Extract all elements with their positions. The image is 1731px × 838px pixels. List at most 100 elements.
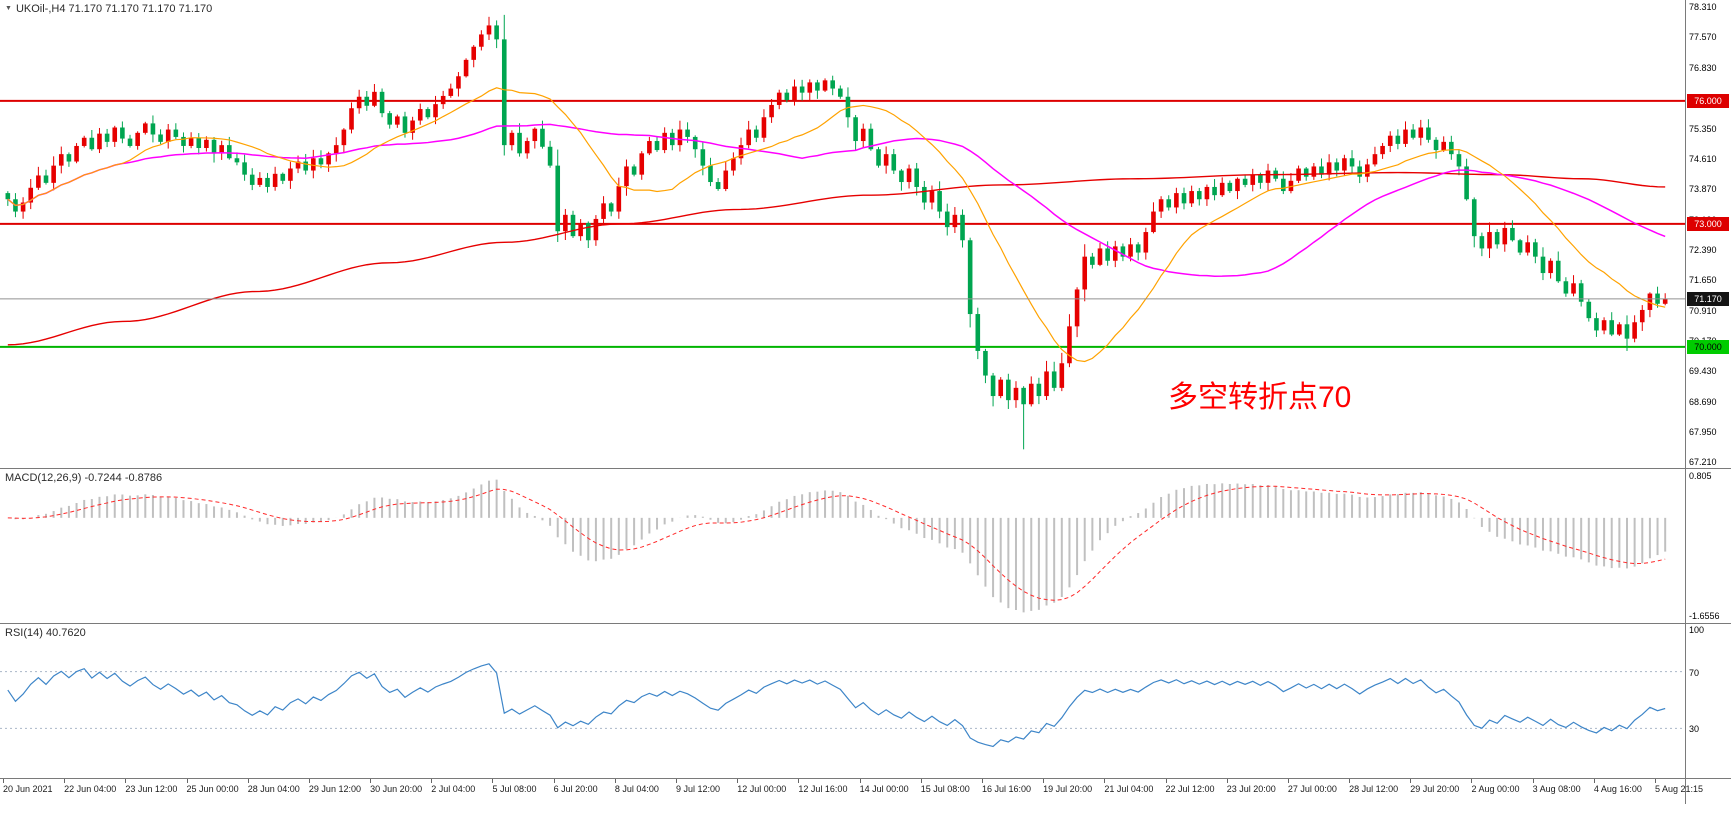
price-tick-label: 70.910 xyxy=(1689,305,1717,316)
time-axis-label: 15 Jul 08:00 xyxy=(920,784,970,794)
price-tick-label: 68.690 xyxy=(1689,396,1717,407)
time-tick-mark xyxy=(370,779,372,783)
time-axis-label: 9 Jul 12:00 xyxy=(676,784,721,794)
time-tick-mark xyxy=(676,779,678,783)
time-axis-label: 27 Jul 00:00 xyxy=(1287,784,1337,794)
time-tick-mark xyxy=(3,779,4,783)
price-tick-label: 73.870 xyxy=(1689,184,1717,195)
macd-min-label: -1.6556 xyxy=(1689,611,1720,621)
price-tick-label: 67.950 xyxy=(1689,426,1717,437)
ma-slow-line xyxy=(7,171,1666,346)
hline-layer[interactable] xyxy=(0,99,1685,348)
time-axis-label: 2 Jul 04:00 xyxy=(431,784,476,794)
price-tick-label: 77.570 xyxy=(1689,32,1717,43)
time-tick-mark xyxy=(737,779,739,783)
rsi-tick-label: 30 xyxy=(1689,724,1700,735)
time-axis-label: 3 Aug 08:00 xyxy=(1532,784,1581,794)
time-axis-label: 12 Jul 00:00 xyxy=(737,784,787,794)
time-tick-mark xyxy=(1226,779,1228,783)
collapse-arrow-icon: ▼ xyxy=(5,5,12,12)
macd-signal-line xyxy=(7,485,1666,601)
time-axis-label: 12 Jul 16:00 xyxy=(798,784,848,794)
annotation-text: 多空转折点70 xyxy=(1168,381,1352,414)
time-tick-mark xyxy=(1471,779,1473,783)
price-tick-label: 69.430 xyxy=(1689,366,1717,377)
time-axis-label: 16 Jul 16:00 xyxy=(981,784,1031,794)
price-line-badge: 70.000 xyxy=(1687,339,1729,354)
time-axis-label: 25 Jun 00:00 xyxy=(186,784,239,794)
macd-max-label: 0.805 xyxy=(1689,471,1712,481)
time-axis-label: 28 Jul 12:00 xyxy=(1349,784,1399,794)
price-line-badge: 76.000 xyxy=(1687,93,1729,108)
price-tick-label: 76.830 xyxy=(1689,62,1717,73)
candles-layer xyxy=(5,14,1668,450)
rsi-tick-label: 70 xyxy=(1689,667,1700,678)
time-axis-label: 29 Jul 20:00 xyxy=(1410,784,1460,794)
time-tick-mark xyxy=(1410,779,1412,783)
rsi-chart-canvas[interactable] xyxy=(0,624,1685,778)
time-tick-mark xyxy=(125,779,127,783)
time-axis-label: 5 Jul 08:00 xyxy=(492,784,537,794)
time-axis-label: 29 Jun 12:00 xyxy=(308,784,361,794)
time-axis-label: 22 Jul 12:00 xyxy=(1165,784,1215,794)
price-axis-separator xyxy=(1685,0,1686,804)
time-tick-mark xyxy=(492,779,494,783)
symbol-ohlc-text: UKOil-,H4 71.170 71.170 71.170 71.170 xyxy=(15,3,213,15)
price-tick-label: 74.610 xyxy=(1689,153,1717,164)
time-axis[interactable]: 20 Jun 2021 22 Jun 04:00 23 Jun 12:00 25 Ju… xyxy=(0,778,1731,805)
time-axis-label: 2 Aug 00:00 xyxy=(1471,784,1520,794)
time-tick-mark xyxy=(1349,779,1351,783)
macd-histogram xyxy=(14,479,1667,613)
time-tick-mark xyxy=(614,779,616,783)
time-axis-label: 20 Jun 2021 xyxy=(3,784,53,794)
price-tick-label: 75.350 xyxy=(1689,123,1717,134)
chart-symbol-header: ▼ UKOil-,H4 71.170 71.170 71.170 71.170 xyxy=(5,3,212,15)
time-axis-label: 30 Jun 20:00 xyxy=(370,784,423,794)
price-line-badge: 73.000 xyxy=(1687,216,1729,231)
time-tick-mark xyxy=(798,779,800,783)
time-tick-mark xyxy=(1165,779,1167,783)
time-axis-label: 21 Jul 04:00 xyxy=(1104,784,1154,794)
price-tick-label: 72.390 xyxy=(1689,244,1717,255)
time-tick-mark xyxy=(431,779,433,783)
price-line-badge: 71.170 xyxy=(1687,291,1729,306)
moving-averages-layer xyxy=(7,87,1666,363)
time-tick-mark xyxy=(981,779,983,783)
time-axis-label: 22 Jun 04:00 xyxy=(64,784,117,794)
price-tick-label: 67.210 xyxy=(1689,457,1717,468)
rsi-header: RSI(14) 40.7620 xyxy=(5,627,86,639)
time-tick-mark xyxy=(1043,779,1045,783)
price-tick-label: 71.650 xyxy=(1689,275,1717,286)
macd-header: MACD(12,26,9) -0.7244 -0.8786 xyxy=(5,472,163,484)
ma-fast-line xyxy=(7,87,1666,363)
time-axis-label: 4 Aug 16:00 xyxy=(1593,784,1642,794)
time-tick-mark xyxy=(1287,779,1289,783)
macd-chart-canvas[interactable] xyxy=(0,469,1685,623)
time-tick-mark xyxy=(1104,779,1106,783)
time-axis-label: 28 Jun 04:00 xyxy=(247,784,300,794)
time-tick-mark xyxy=(64,779,66,783)
time-tick-mark xyxy=(247,779,249,783)
price-panel: ▼ UKOil-,H4 71.170 71.170 71.170 71.170 多… xyxy=(0,0,1731,469)
price-chart-canvas[interactable] xyxy=(0,0,1685,468)
time-tick-mark xyxy=(553,779,555,783)
time-tick-mark xyxy=(1532,779,1534,783)
time-axis-label: 5 Aug 21:15 xyxy=(1655,784,1704,794)
time-axis-label: 23 Jul 20:00 xyxy=(1226,784,1276,794)
rsi-tick-label: 100 xyxy=(1689,625,1705,635)
time-tick-mark xyxy=(859,779,861,783)
time-tick-mark xyxy=(1593,779,1595,783)
ma-mid-line xyxy=(7,123,1666,278)
price-tick-label: 78.310 xyxy=(1689,2,1717,13)
time-tick-mark xyxy=(186,779,188,783)
time-tick-mark xyxy=(308,779,310,783)
time-axis-label: 6 Jul 20:00 xyxy=(553,784,598,794)
time-axis-label: 23 Jun 12:00 xyxy=(125,784,178,794)
time-axis-label: 14 Jul 00:00 xyxy=(859,784,909,794)
rsi-line xyxy=(7,663,1666,748)
time-axis-label: 8 Jul 04:00 xyxy=(614,784,659,794)
time-tick-mark xyxy=(920,779,922,783)
time-axis-label: 19 Jul 20:00 xyxy=(1043,784,1093,794)
macd-panel: MACD(12,26,9) -0.7244 -0.8786 0.805 -1.65… xyxy=(0,469,1731,624)
